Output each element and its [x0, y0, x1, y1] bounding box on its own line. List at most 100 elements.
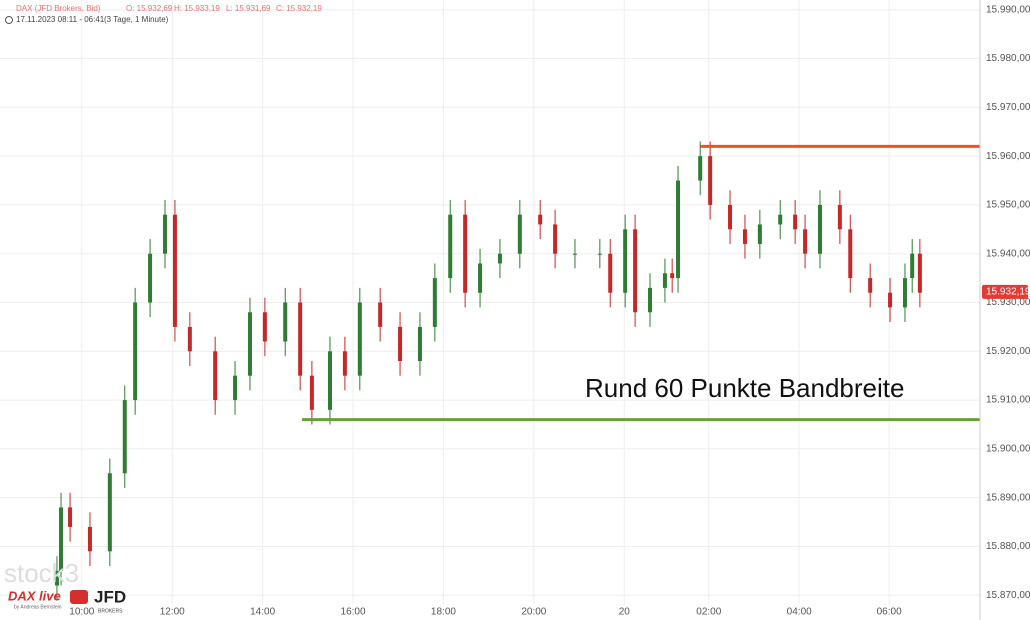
period: (3 Tage, 1 Minute)	[104, 15, 169, 24]
last-price-badge	[982, 284, 1028, 299]
ohlc-close: C: 15.932,19	[276, 4, 322, 13]
candle-body	[553, 224, 558, 254]
x-tick-label: 16:00	[341, 607, 366, 618]
logo-stock3: stock3	[4, 558, 79, 588]
candle-body	[213, 351, 218, 401]
y-tick-label: 15.980,00	[986, 53, 1030, 64]
x-tick-label: 14:00	[250, 607, 275, 618]
candle-body	[793, 214, 798, 230]
candle-body	[917, 253, 922, 293]
candle-body	[910, 253, 915, 279]
candle-body	[417, 326, 422, 362]
candle-body	[378, 302, 383, 327]
ohlc-high: H: 15.933,19	[174, 4, 220, 13]
candle-body	[778, 214, 783, 225]
y-tick-label: 15.930,00	[986, 297, 1030, 308]
range: 17.11.2023 08:11 - 06:41	[16, 15, 105, 24]
candle-body	[662, 273, 667, 288]
x-tick-label: 06:00	[877, 607, 902, 618]
y-tick-label: 15.890,00	[986, 492, 1030, 503]
x-tick-label: 04:00	[787, 607, 812, 618]
symbol: DAX (JFD Brokers, Bid)	[16, 4, 101, 13]
candle-body	[517, 214, 522, 254]
y-tick-label: 15.870,00	[986, 590, 1030, 601]
candle-body	[432, 278, 437, 327]
candle-body	[148, 253, 153, 303]
x-tick-label: 20	[619, 607, 631, 618]
y-tick-label: 15.940,00	[986, 248, 1030, 259]
clock-icon	[5, 16, 13, 24]
candle-body	[837, 204, 842, 230]
y-tick-label: 15.910,00	[986, 395, 1030, 406]
candle-body	[538, 214, 543, 225]
candle-body	[728, 204, 733, 230]
annotation: Rund 60 Punkte Bandbreite	[585, 373, 904, 403]
candle-body	[298, 302, 303, 376]
candle-body	[803, 229, 808, 254]
y-tick-label: 15.970,00	[986, 102, 1030, 113]
candle-body	[262, 312, 267, 342]
logo-play	[70, 590, 88, 604]
candle-body	[357, 302, 362, 376]
candle-body	[902, 278, 907, 308]
candle-body	[122, 400, 127, 474]
candle-body	[283, 302, 288, 342]
candle-body	[698, 156, 703, 181]
candle-body	[497, 253, 502, 264]
candle-body	[107, 473, 112, 552]
last-price-label: 15.932,19	[986, 286, 1030, 297]
candle-body	[59, 507, 64, 571]
ohlc-low: L: 15.931,69	[226, 4, 271, 13]
candle-body	[327, 351, 332, 410]
candle-body	[676, 180, 681, 279]
x-tick-label: 20:00	[521, 607, 546, 618]
candle-body	[817, 204, 822, 254]
x-tick-label: 12:00	[160, 607, 185, 618]
candle-body	[648, 287, 653, 313]
candle-body	[309, 375, 314, 410]
candle-body	[623, 229, 628, 293]
candle-body	[708, 156, 713, 205]
x-tick-label: 10:00	[69, 607, 94, 618]
candle-body	[247, 312, 252, 376]
logo-dax: DAX live	[8, 588, 61, 603]
logo-jfd: JFD	[94, 587, 126, 606]
y-tick-label: 15.990,00	[986, 4, 1030, 15]
candle-body	[342, 351, 347, 376]
candle-body	[463, 214, 468, 293]
candle-body	[133, 302, 138, 401]
y-tick-label: 15.880,00	[986, 541, 1030, 552]
candle-body	[608, 253, 613, 293]
candle-body	[572, 253, 577, 255]
candle-body	[888, 292, 893, 308]
candle-body	[868, 278, 873, 293]
candle-body	[633, 229, 638, 313]
ohlc-open: O: 15.932,69	[126, 4, 173, 13]
logo-dax-sub: by Andreas Bernstein	[14, 604, 62, 610]
candle-body	[54, 570, 59, 586]
y-tick-label: 15.920,00	[986, 346, 1030, 357]
candle-body	[478, 263, 483, 293]
candle-body	[87, 526, 92, 552]
candle-body	[848, 229, 853, 279]
candle-body	[448, 214, 453, 279]
x-tick-label: 02:00	[696, 607, 721, 618]
logo-jfd-sub: BROKERS	[98, 608, 123, 614]
candle-body	[670, 273, 675, 279]
candle-body	[162, 214, 167, 254]
candle-body	[187, 326, 192, 352]
candle-body	[398, 326, 403, 362]
candle-body	[172, 214, 177, 327]
y-tick-label: 15.950,00	[986, 200, 1030, 211]
candle-body	[757, 224, 762, 244]
y-tick-label: 15.900,00	[986, 444, 1030, 455]
y-tick-label: 15.960,00	[986, 151, 1030, 162]
candle-body	[233, 375, 238, 401]
x-tick-label: 18:00	[431, 607, 456, 618]
candle-body	[742, 229, 747, 244]
candle-body	[597, 253, 602, 255]
candle-body	[68, 507, 73, 527]
